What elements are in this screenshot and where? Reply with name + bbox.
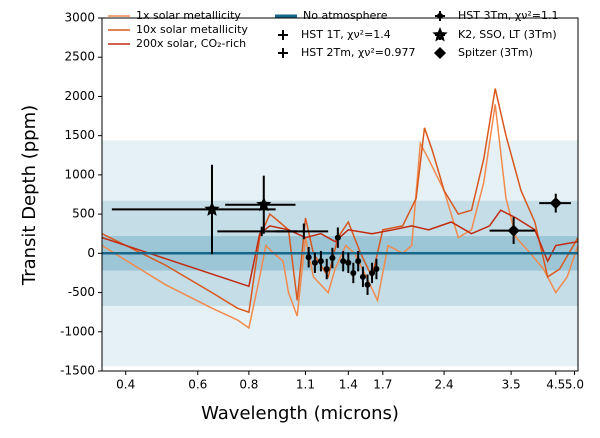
dot-marker: [329, 255, 336, 262]
legend-label: HST 2Tm, χν²=0.977: [301, 46, 416, 59]
y-tick-label: -1000: [60, 324, 95, 338]
plot-frame: [101, 17, 579, 372]
x-tick-label: 1.7: [373, 378, 392, 392]
y-tick-label: 0: [87, 246, 95, 260]
dot-marker: [364, 281, 371, 288]
dot-marker: [355, 258, 362, 265]
x-tick-label: 3.5: [502, 378, 521, 392]
x-axis-label: Wavelength (microns): [201, 403, 399, 424]
dot-marker: [373, 266, 380, 273]
legend-label: 200x solar, CO₂-rich: [136, 37, 246, 50]
x-tick-label: 0.4: [116, 378, 135, 392]
y-tick-label: 1000: [64, 167, 95, 181]
dot-marker: [317, 258, 324, 265]
model-line: [102, 104, 578, 330]
dot-marker: [311, 259, 318, 266]
y-tick-label: 500: [72, 207, 95, 221]
y-tick-label: 2500: [64, 50, 95, 64]
dot-marker: [369, 269, 376, 276]
legend-label: 10x solar metallicity: [136, 23, 248, 36]
plus-marker: [302, 229, 306, 233]
plus-marker: [281, 51, 285, 55]
x-tick-label: 0.6: [188, 378, 207, 392]
y-tick-label: 1500: [64, 128, 95, 142]
dot-marker: [340, 258, 347, 265]
y-tick-label: -1500: [60, 364, 95, 378]
diamond-marker: [549, 197, 562, 210]
x-tick-label: 1.1: [296, 378, 315, 392]
diamond-marker: [434, 47, 446, 59]
y-tick-label: 3000: [64, 11, 95, 25]
plus-marker: [281, 33, 285, 37]
dot-marker: [437, 13, 443, 19]
plot-area: [102, 88, 578, 367]
dot-marker: [334, 234, 341, 241]
x-tick-label: 1.4: [339, 378, 358, 392]
legend-label: K2, SSO, LT (3Tm): [458, 28, 557, 41]
y-axis-label: Transit Depth (ppm): [19, 105, 40, 286]
plus-marker: [260, 229, 264, 233]
dot-marker: [345, 259, 352, 266]
y-tick-label: -500: [68, 285, 95, 299]
legend-label: Spitzer (3Tm): [458, 46, 533, 59]
x-tick-label: 4.5: [546, 378, 565, 392]
dot-marker: [350, 269, 357, 276]
model-line: [102, 209, 578, 288]
legend-label: HST 1T, χν²=1.4: [301, 28, 391, 41]
legend-label: No atmosphere: [303, 9, 388, 22]
x-tick-label: 5.0: [565, 378, 584, 392]
x-tick-label: 2.4: [435, 378, 454, 392]
star-marker: [432, 27, 448, 42]
legend-label: HST 3Tm, χν²=1.1: [458, 9, 559, 22]
y-tick-label: 2000: [64, 89, 95, 103]
x-tick-label: 0.8: [239, 378, 258, 392]
star-marker: [204, 201, 220, 216]
star-marker: [256, 196, 272, 212]
dot-marker: [305, 254, 312, 261]
legend-label: 1x solar metallicity: [136, 9, 241, 22]
dot-marker: [323, 266, 330, 273]
dot-marker: [359, 273, 366, 280]
diamond-marker: [507, 224, 520, 237]
